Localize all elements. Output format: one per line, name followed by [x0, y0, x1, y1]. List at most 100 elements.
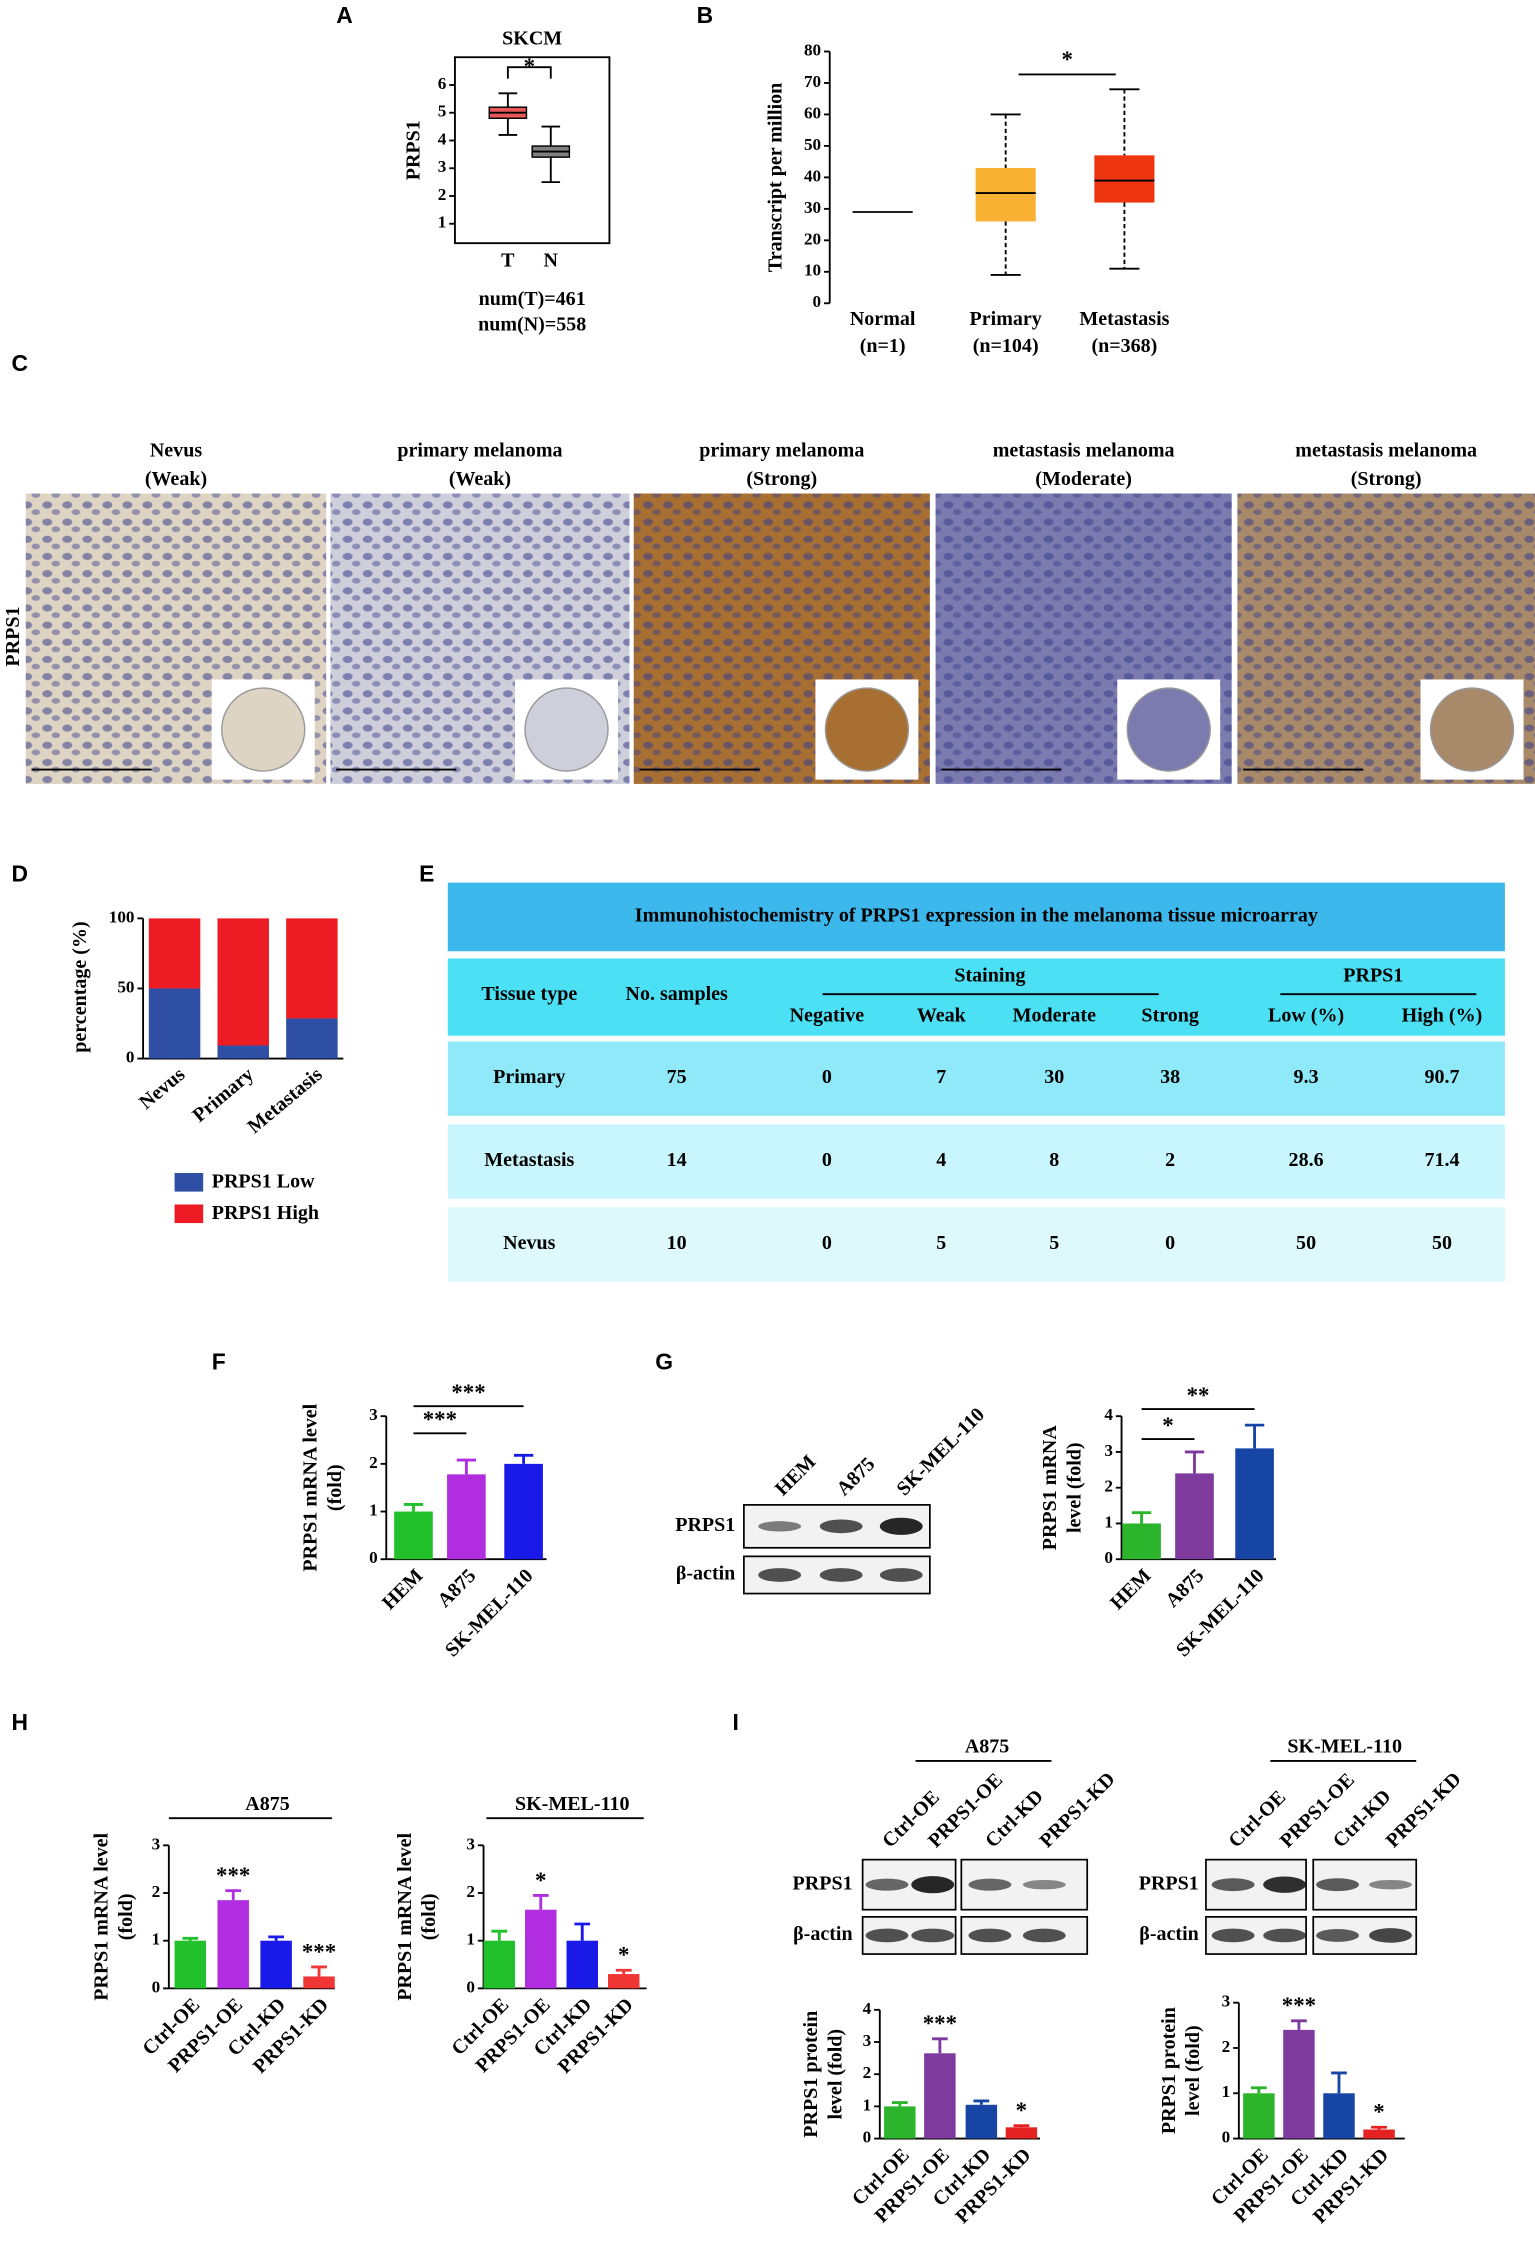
- y-tick-label: 0: [1104, 1548, 1113, 1567]
- table-subheader: Weak: [917, 1005, 967, 1027]
- significance-label: *: [524, 54, 535, 79]
- box: [1094, 155, 1155, 203]
- x-tick-label: A875: [1161, 1565, 1208, 1612]
- table-cell: 38: [1160, 1066, 1180, 1088]
- table-cell: 0: [1165, 1232, 1175, 1254]
- table-cell: 50: [1432, 1232, 1452, 1254]
- table-cell: 28.6: [1289, 1149, 1324, 1171]
- x-tick-label: Metastasis: [1079, 308, 1169, 330]
- blot-band: [879, 1568, 923, 1582]
- y-tick-label: 70: [804, 72, 821, 91]
- image-grade: (Strong): [1351, 468, 1422, 490]
- y-tick-label: 50: [804, 135, 821, 154]
- blot-band: [1369, 1928, 1412, 1943]
- bar: [447, 1474, 486, 1560]
- table-cell: 14: [667, 1149, 687, 1171]
- table-subheader: Low (%): [1268, 1005, 1344, 1027]
- error-bar: [1244, 1423, 1265, 1449]
- chart-title: SKCM: [502, 28, 562, 50]
- y-tick-label: 0: [369, 1548, 378, 1567]
- table-cell: 50: [1296, 1232, 1316, 1254]
- image-title: Nevus: [150, 440, 202, 462]
- table-header: No. samples: [626, 983, 729, 1005]
- blot-band: [1316, 1878, 1360, 1892]
- row-label: β-actin: [1139, 1923, 1198, 1945]
- table-cell: 5: [1049, 1232, 1059, 1254]
- tissue-core: [524, 687, 609, 772]
- blot-band: [1211, 1928, 1255, 1943]
- y-tick-label: 3: [438, 157, 447, 176]
- table-cell: 0: [822, 1149, 832, 1171]
- y-tick-label: 30: [804, 198, 821, 217]
- y-tick-label: 3: [1104, 1441, 1113, 1460]
- y-tick-label: 4: [1104, 1405, 1113, 1424]
- error-bar: [268, 1935, 284, 1941]
- bar-segment: [148, 918, 201, 989]
- bar: [1283, 2029, 1315, 2139]
- bar-segment: [148, 988, 201, 1059]
- error-bar: [513, 1453, 534, 1464]
- table-subheader: Strong: [1141, 1005, 1198, 1027]
- lane-label: PRPS1-KD: [1382, 1768, 1466, 1852]
- y-tick-label: 3: [1222, 1992, 1231, 2011]
- chart-title: A875: [965, 1736, 1009, 1758]
- y-tick-label: 4: [863, 1999, 872, 2018]
- row-label: PRPS1: [1139, 1872, 1199, 1894]
- x-tick-sublabel: (n=368): [1091, 335, 1157, 357]
- bar: [303, 1976, 335, 1989]
- panel-label: E: [419, 861, 434, 887]
- significance-label: *: [535, 1868, 546, 1893]
- error-bar: [1013, 2124, 1030, 2128]
- blot-band: [968, 1928, 1012, 1943]
- x-tick-sublabel: (n=104): [973, 335, 1039, 357]
- panel-label: B: [697, 2, 714, 28]
- error-bar: [891, 2101, 908, 2107]
- y-axis-label: PRPS1 protein: [1158, 2007, 1180, 2134]
- x-tick-label: Normal: [850, 308, 916, 330]
- bar: [1005, 2127, 1038, 2139]
- bar: [965, 2104, 998, 2139]
- row-label: PRPS1: [675, 1514, 735, 1536]
- panel-label: A: [336, 2, 353, 28]
- y-tick-label: 1: [1222, 2082, 1231, 2101]
- table-cell: 4: [936, 1149, 946, 1171]
- error-bar: [456, 1458, 477, 1475]
- y-axis-label: level (fold): [1182, 2025, 1204, 2116]
- significance-label: ***: [451, 1380, 485, 1405]
- panel-label: D: [11, 861, 28, 887]
- error-bar: [1291, 2019, 1307, 2030]
- y-tick-label: 2: [369, 1453, 378, 1472]
- y-axis-label: (fold): [418, 1893, 440, 1940]
- bar: [1175, 1473, 1214, 1560]
- y-tick-label: 6: [438, 74, 447, 93]
- significance-label: *: [1016, 2098, 1027, 2123]
- blot-band: [758, 1568, 802, 1582]
- lane-label: PRPS1-KD: [1036, 1768, 1120, 1852]
- y-tick-label: 2: [863, 2063, 872, 2082]
- error-bar: [932, 2037, 948, 2054]
- bar: [525, 1909, 557, 1989]
- bar: [394, 1511, 433, 1560]
- table-row-bg: [447, 1207, 1505, 1282]
- significance-label: **: [1187, 1383, 1210, 1408]
- lane-label: HEM: [771, 1451, 820, 1500]
- y-tick-label: 20: [804, 229, 821, 248]
- legend-label: PRPS1 Low: [212, 1171, 315, 1193]
- error-bar: [311, 1965, 327, 1977]
- error-bar: [182, 1936, 199, 1941]
- image-title: primary melanoma: [397, 440, 562, 462]
- error-bar: [574, 1922, 591, 1941]
- blot-band: [1022, 1879, 1066, 1890]
- y-tick-label: 1: [1104, 1512, 1113, 1531]
- blot-band: [1316, 1929, 1360, 1942]
- bar-segment: [286, 918, 338, 1019]
- y-axis-label: level (fold): [824, 2029, 846, 2120]
- panel-label: I: [732, 1709, 738, 1735]
- table-cell: Metastasis: [484, 1149, 574, 1171]
- y-axis-label: PRPS1 protein: [800, 2011, 822, 2138]
- y-axis-label: PRPS1: [402, 120, 424, 180]
- bar: [483, 1940, 516, 1989]
- blot-band: [819, 1568, 863, 1582]
- significance-label: *: [1373, 2100, 1384, 2125]
- y-tick-label: 0: [1222, 2128, 1231, 2147]
